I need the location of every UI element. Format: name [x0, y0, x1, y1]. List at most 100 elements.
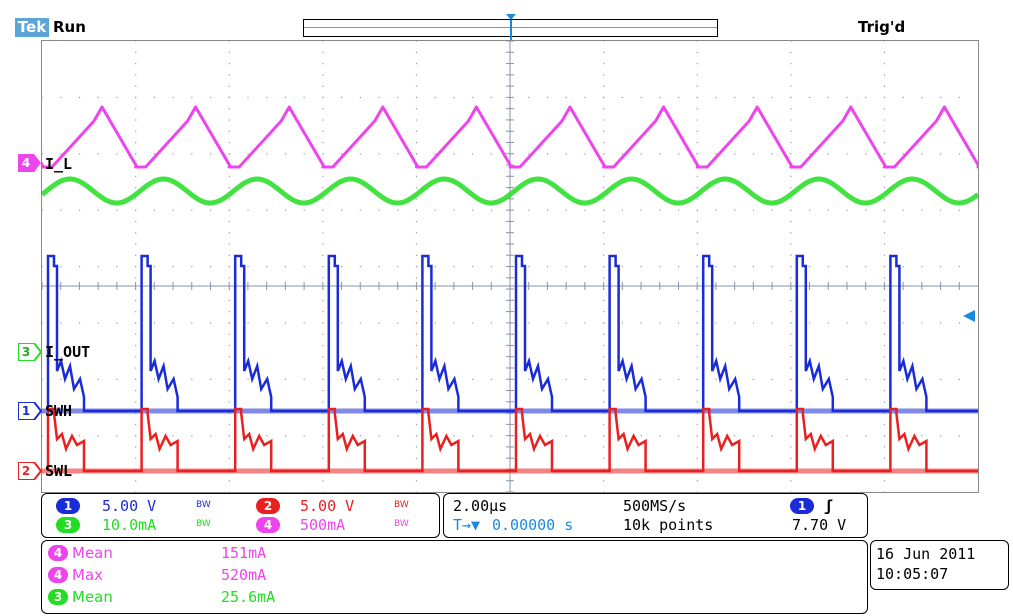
grid-dot: [883, 220, 886, 223]
ch1-tag-icon: [18, 402, 42, 420]
grid-dot: [228, 356, 230, 358]
grid-dot: [603, 198, 605, 200]
grid-dot: [490, 96, 492, 99]
sample-rate: 500MS/s: [623, 497, 687, 515]
grid-dot: [60, 322, 62, 324]
grid-dot: [397, 266, 399, 268]
grid-dot: [228, 85, 230, 87]
grid-dot: [172, 435, 174, 437]
grid-dot: [809, 209, 811, 211]
grid-dot: [640, 96, 642, 99]
grid-dot: [228, 153, 230, 155]
grid-dot: [771, 266, 773, 268]
grid-dot: [696, 266, 698, 268]
grid-dot: [603, 299, 605, 302]
grid-dot: [42, 378, 43, 380]
grid-dot: [415, 367, 418, 369]
grid-dot: [228, 491, 230, 492]
grid-dot: [397, 322, 399, 324]
grid-dot: [135, 198, 137, 200]
grid-dot: [734, 96, 736, 99]
grid-dot: [415, 299, 418, 302]
grid-dot: [135, 153, 137, 155]
grid-dot: [827, 435, 829, 437]
grid-dot: [135, 356, 137, 358]
grid-dot: [752, 322, 755, 324]
grid-dot: [228, 108, 230, 110]
grid-dot: [322, 311, 324, 313]
grid-dot: [528, 96, 530, 99]
grid-dot: [883, 51, 886, 53]
grid-dot: [415, 187, 418, 189]
grid-dot: [472, 153, 474, 155]
grid-dot: [228, 322, 230, 324]
grid-dot: [135, 491, 137, 492]
ch1-scale: 5.00 V: [102, 497, 157, 515]
grid-dot: [322, 367, 324, 369]
timebase-readout[interactable]: 2.00µs 500MS/s 1 ʃ T→▼ 0.00000 s 10k poi…: [443, 493, 868, 538]
ch3-label: I_OUT: [45, 343, 91, 361]
grid-dot: [883, 96, 886, 99]
grid-dot: [696, 277, 698, 279]
grid-dot: [827, 266, 829, 268]
grid-dot: [378, 435, 380, 437]
grid-dot: [228, 277, 230, 279]
grid-dot: [603, 85, 605, 87]
grid-dot: [790, 187, 792, 189]
grid-dot: [209, 322, 212, 324]
trigger-level-icon[interactable]: [962, 309, 976, 323]
grid-dot: [603, 401, 605, 403]
grid-dot: [696, 119, 698, 121]
grid-dot: [696, 96, 698, 99]
grid-dot: [97, 96, 99, 99]
ch2-number: 2: [21, 464, 31, 478]
grid-dot: [771, 378, 773, 380]
grid-dot: [42, 209, 43, 211]
grid-dot: [696, 299, 698, 302]
grid-dot: [790, 141, 792, 144]
grid-dot: [696, 198, 698, 200]
grid-dot: [228, 141, 230, 144]
grid-dot: [902, 322, 904, 324]
grid-dot: [97, 435, 99, 437]
grid-dot: [790, 457, 792, 459]
vertical-scale-readout[interactable]: 1 5.00 V BW 2 5.00 V BW 3 10.0mA BW 4 50…: [41, 493, 440, 538]
grid-dot: [303, 153, 305, 155]
grid-dot: [415, 85, 418, 87]
grid-dot: [153, 266, 156, 268]
grid-dot: [902, 153, 904, 155]
grid-dot: [60, 96, 62, 99]
grid-dot: [359, 96, 361, 99]
grid-dot: [883, 198, 886, 200]
grid-dot: [415, 333, 418, 335]
grid-dot: [790, 153, 792, 155]
grid-dot: [97, 209, 99, 211]
grid-dot: [415, 378, 418, 380]
grid-dot: [453, 209, 455, 211]
grid-dot: [565, 153, 567, 155]
datetime-panel[interactable]: 16 Jun 2011 10:05:07: [870, 540, 1009, 590]
grid-dot: [78, 96, 81, 99]
grid-dot: [883, 243, 886, 245]
grid-dot: [135, 311, 137, 313]
grid-dot: [434, 153, 436, 155]
grid-dot: [228, 243, 230, 245]
grid-dot: [453, 153, 455, 155]
measurements-panel[interactable]: 4 Mean 151mA 4 Max 520mA 3 Mean 25.6mA: [41, 540, 868, 614]
ch1-scale-badge: 1: [56, 498, 80, 514]
grid-dot: [284, 266, 287, 268]
grid-dot: [322, 322, 324, 324]
grid-dot: [865, 153, 867, 155]
grid-dot: [603, 51, 605, 53]
grid-dot: [546, 96, 549, 99]
grid-dot: [883, 232, 886, 234]
grid-dot: [472, 378, 474, 380]
grid-dot: [228, 198, 230, 200]
grid-dot: [472, 96, 474, 99]
grid-dot: [247, 266, 249, 268]
grid-dot: [490, 266, 492, 268]
grid-dot: [734, 322, 736, 324]
grid-dot: [696, 446, 698, 448]
grid-dot: [902, 96, 904, 99]
grid-dot: [341, 209, 343, 211]
